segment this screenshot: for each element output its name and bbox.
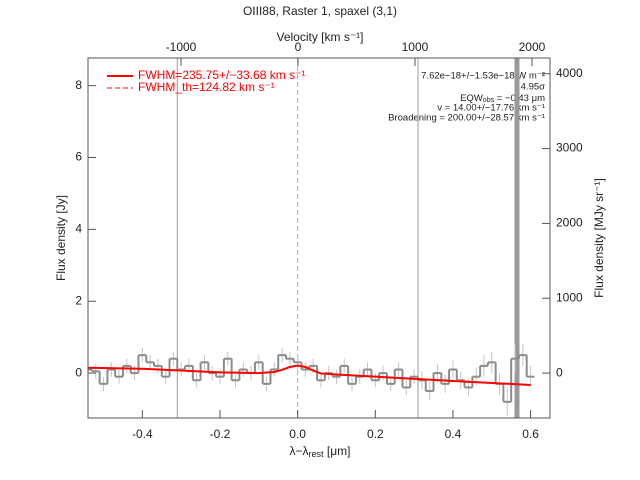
y2-tick-label: 3000: [556, 141, 583, 155]
x-label-unit: [μm]: [324, 444, 351, 458]
annotation: Broadening = 200.00+/−28.57 km s⁻¹: [388, 113, 545, 124]
x-label-sub: rest: [309, 449, 325, 459]
legend-label: FWHM_th=124.82 km s⁻¹: [138, 80, 275, 94]
legend-label: FWHM=235.75+/−33.68 km s⁻¹: [138, 68, 305, 82]
eqw-main: EQW: [460, 93, 483, 104]
x-axis-label: λ−λrest [μm]: [290, 444, 351, 459]
annotation: 7.62e−18+/−1.53e−18 W m⁻²: [421, 71, 545, 82]
x-tick-label: 0.4: [445, 427, 462, 441]
annotation: 4.95σ: [521, 82, 545, 93]
chart-title: OIII88, Raster 1, spaxel (3,1): [243, 4, 397, 18]
x2-tick-label: -1000: [166, 40, 197, 54]
y-tick-label: 8: [75, 78, 82, 92]
annotation: v = 14.00+/−17.76 km s⁻¹: [437, 103, 545, 114]
x2-axis-label: Velocity [km s⁻¹]: [276, 30, 363, 44]
eqw-sub: obs: [483, 97, 495, 104]
x-tick-label: -0.2: [210, 427, 231, 441]
y-tick-label: 2: [75, 293, 82, 307]
y2-tick-label: 1000: [556, 290, 583, 304]
annotations: 7.62e−18+/−1.53e−18 W m⁻² 4.95σ EQWobs =…: [388, 71, 545, 124]
x-tick-label: 0.2: [367, 427, 384, 441]
y2-axis-label: Flux density [MJy sr⁻¹]: [592, 178, 606, 298]
y2-tick-label: 4000: [556, 66, 583, 80]
plot-area: [88, 58, 535, 418]
x2-tick-label: 0: [295, 40, 302, 54]
annotation: EQWobs = −0.43 μm: [460, 93, 545, 104]
y-tick-label: 4: [75, 222, 82, 236]
y2-tick-label: 2000: [556, 216, 583, 230]
fit-line: [88, 364, 531, 386]
x-tick-label: -0.4: [132, 427, 153, 441]
x2-tick-label: 2000: [519, 40, 546, 54]
x-label-main: λ−λ: [290, 444, 309, 458]
plot-frame: [87, 57, 551, 419]
y-axis-label: Flux density [Jy]: [54, 195, 68, 281]
x2-tick-label: 1000: [402, 40, 429, 54]
x-tick-label: 0.0: [289, 427, 306, 441]
y-tick-label: 0: [75, 365, 82, 379]
x-tick-label: 0.6: [522, 427, 539, 441]
y-tick-label: 6: [75, 150, 82, 164]
y2-tick-label: 0: [556, 365, 563, 379]
eqw-value: = −0.43 μm: [494, 93, 545, 104]
